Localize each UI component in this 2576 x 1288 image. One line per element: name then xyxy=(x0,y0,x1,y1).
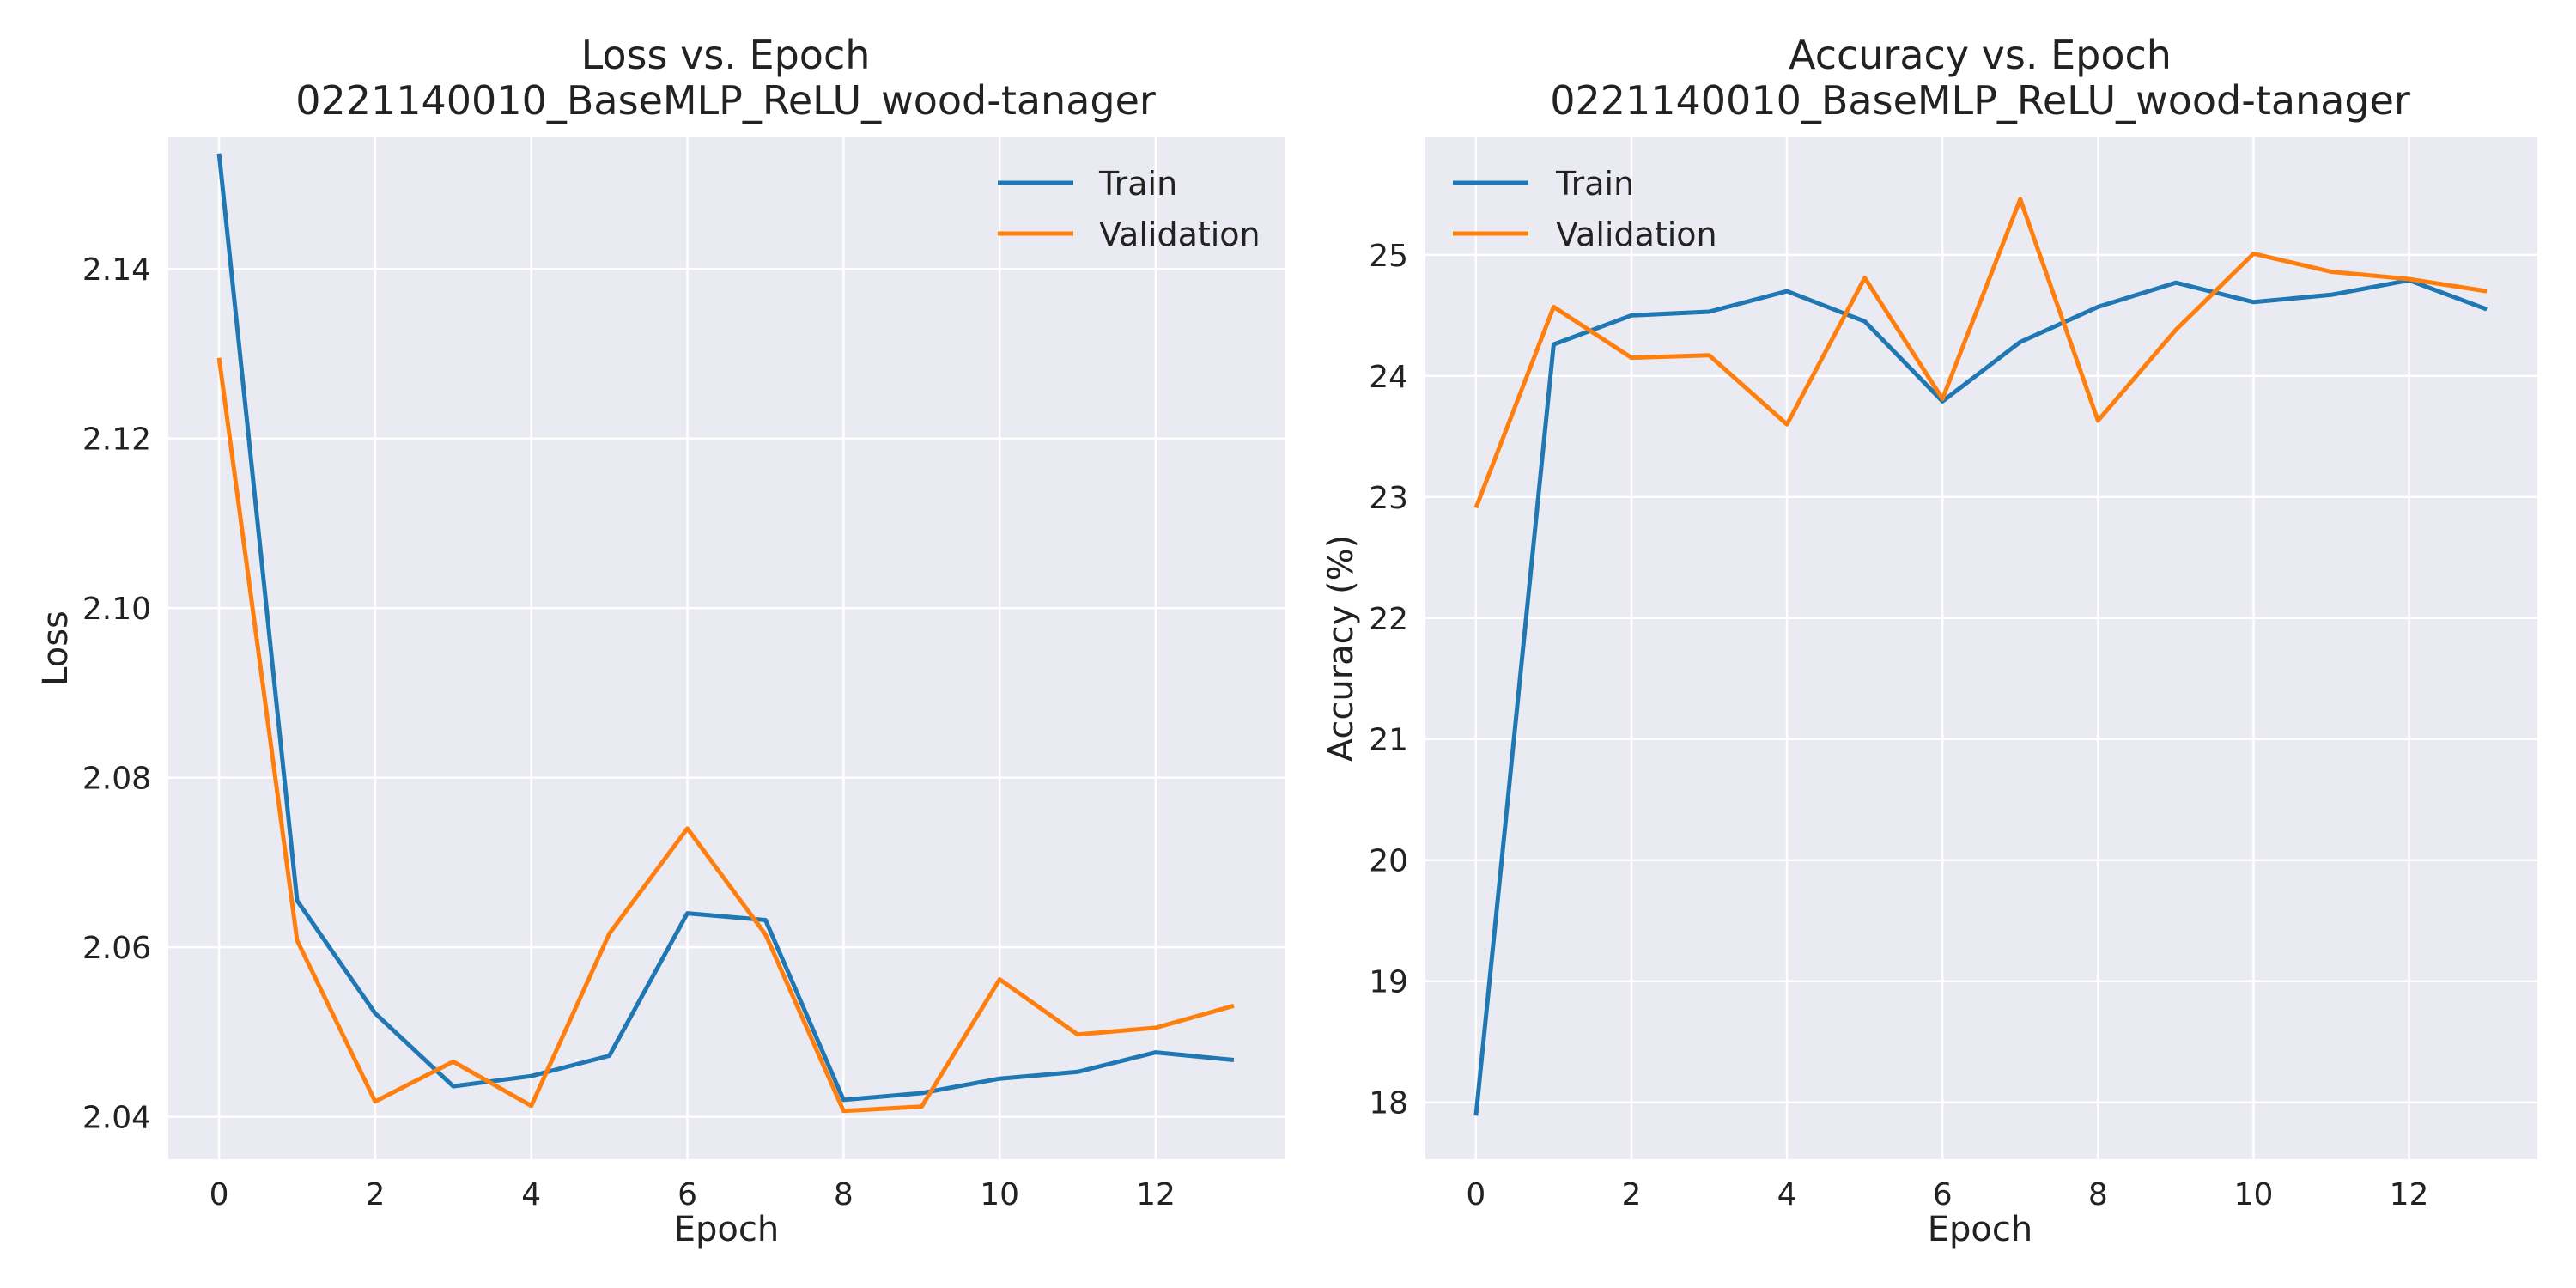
loss-chart-title: Loss vs. Epoch xyxy=(581,32,871,78)
accuracy-x-tick-label: 2 xyxy=(1622,1177,1642,1212)
accuracy-y-axis-label: Accuracy (%) xyxy=(1321,535,1361,762)
loss-x-tick-label: 4 xyxy=(521,1177,541,1212)
accuracy-x-ticks: 0 2 4 6 8 10 12 xyxy=(1466,1177,2428,1212)
loss-chart: Loss vs. Epoch 0221140010_BaseMLP_ReLU_w… xyxy=(36,32,1285,1249)
accuracy-lines xyxy=(1473,197,2488,1116)
loss-x-tick-label: 10 xyxy=(980,1177,1019,1212)
loss-gridlines xyxy=(168,137,1285,1159)
loss-y-ticks: 2.04 2.06 2.08 2.10 2.12 2.14 xyxy=(82,252,151,1136)
accuracy-legend: Train Validation xyxy=(1453,165,1717,253)
loss-x-tick-label: 12 xyxy=(1136,1177,1176,1212)
accuracy-y-tick-label: 24 xyxy=(1369,360,1408,395)
loss-series-train-line xyxy=(216,153,1235,1103)
accuracy-y-tick-label: 19 xyxy=(1369,965,1408,1000)
loss-x-tick-label: 2 xyxy=(365,1177,385,1212)
accuracy-series-train-line xyxy=(1473,277,2488,1116)
loss-y-axis-label: Loss xyxy=(36,611,76,686)
accuracy-series-validation-line xyxy=(1473,197,2488,509)
loss-legend: Train Validation xyxy=(998,165,1261,253)
accuracy-legend-validation-label: Validation xyxy=(1556,216,1717,253)
accuracy-y-tick-label: 21 xyxy=(1369,723,1408,758)
accuracy-y-ticks: 18 19 20 21 22 23 24 25 xyxy=(1369,239,1408,1121)
accuracy-chart-subtitle: 0221140010_BaseMLP_ReLU_wood-tanager xyxy=(1550,77,2410,124)
loss-x-tick-label: 0 xyxy=(210,1177,229,1212)
loss-y-tick-label: 2.12 xyxy=(82,422,151,458)
loss-y-tick-label: 2.06 xyxy=(82,931,151,966)
accuracy-y-tick-label: 22 xyxy=(1369,602,1408,637)
accuracy-x-tick-label: 8 xyxy=(2088,1177,2108,1212)
loss-x-tick-label: 8 xyxy=(834,1177,854,1212)
loss-lines xyxy=(216,153,1235,1114)
accuracy-x-tick-label: 4 xyxy=(1777,1177,1797,1212)
accuracy-x-tick-label: 12 xyxy=(2390,1177,2429,1212)
accuracy-chart: Accuracy vs. Epoch 0221140010_BaseMLP_Re… xyxy=(1321,32,2537,1249)
loss-y-tick-label: 2.14 xyxy=(82,252,151,288)
accuracy-plot-area xyxy=(1425,137,2537,1159)
loss-series-validation-line xyxy=(216,357,1235,1114)
loss-y-tick-label: 2.10 xyxy=(82,592,151,627)
accuracy-y-tick-label: 20 xyxy=(1369,844,1408,879)
loss-chart-subtitle: 0221140010_BaseMLP_ReLU_wood-tanager xyxy=(295,77,1156,124)
accuracy-y-tick-label: 23 xyxy=(1369,481,1408,516)
accuracy-x-axis-label: Epoch xyxy=(1928,1210,2032,1249)
loss-y-tick-label: 2.04 xyxy=(82,1101,151,1136)
loss-y-tick-label: 2.08 xyxy=(82,762,151,797)
accuracy-x-tick-label: 6 xyxy=(1933,1177,1953,1212)
loss-x-tick-label: 6 xyxy=(677,1177,697,1212)
loss-plot-area xyxy=(168,137,1285,1159)
accuracy-chart-title: Accuracy vs. Epoch xyxy=(1789,32,2172,78)
loss-legend-train-label: Train xyxy=(1098,165,1177,203)
accuracy-y-tick-label: 18 xyxy=(1369,1086,1408,1121)
accuracy-legend-train-label: Train xyxy=(1555,165,1634,203)
loss-x-ticks: 0 2 4 6 8 10 12 xyxy=(210,1177,1176,1212)
loss-x-axis-label: Epoch xyxy=(674,1210,779,1249)
accuracy-y-tick-label: 25 xyxy=(1369,239,1408,274)
accuracy-x-tick-label: 0 xyxy=(1466,1177,1485,1212)
accuracy-x-tick-label: 10 xyxy=(2234,1177,2274,1212)
accuracy-gridlines xyxy=(1425,137,2537,1159)
loss-legend-validation-label: Validation xyxy=(1099,216,1261,253)
